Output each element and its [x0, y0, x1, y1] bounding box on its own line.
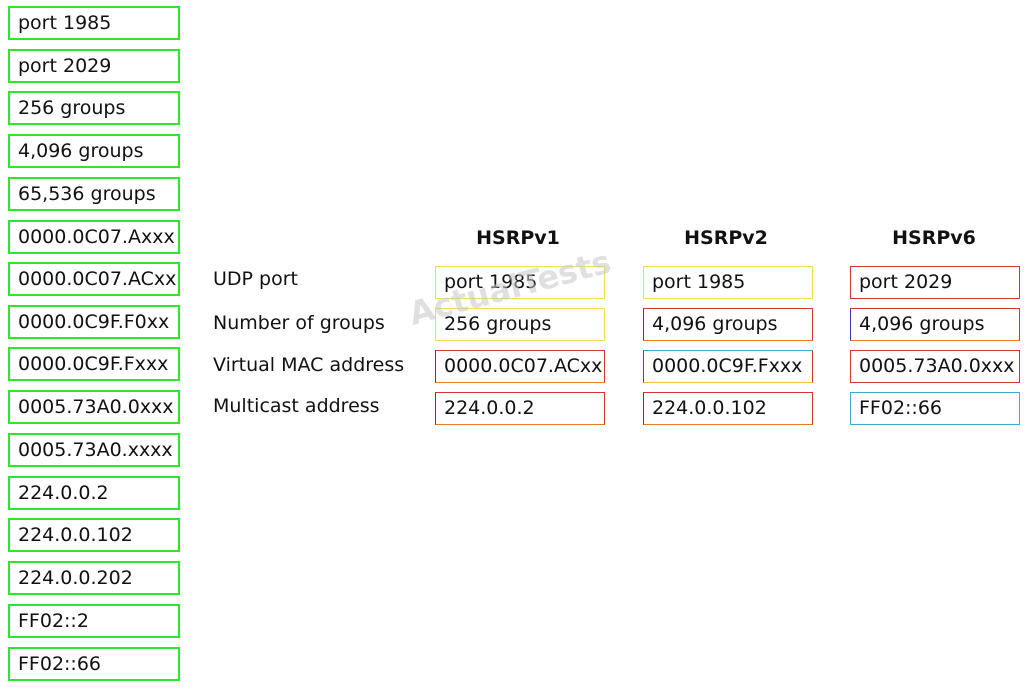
drop-target-v6-groups[interactable]: 4,096 groups: [850, 308, 1020, 341]
option-mac-0c07-acxx[interactable]: 0000.0C07.ACxx: [8, 262, 180, 296]
drop-target-v6-multicast[interactable]: FF02::66: [850, 392, 1020, 425]
row-label-number-groups: Number of groups: [213, 312, 385, 334]
row-label-multicast: Multicast address: [213, 395, 380, 417]
option-mac-0c9f-f0xx[interactable]: 0000.0C9F.F0xx: [8, 305, 180, 339]
column-header-hsrpv1: HSRPv1: [476, 227, 560, 249]
column-header-hsrpv6: HSRPv6: [892, 227, 976, 249]
option-224-0-0-102[interactable]: 224.0.0.102: [8, 518, 180, 552]
drop-target-v1-groups[interactable]: 256 groups: [435, 308, 605, 341]
drop-target-v1-multicast[interactable]: 224.0.0.2: [435, 392, 605, 425]
option-mac-0c9f-fxxx[interactable]: 0000.0C9F.Fxxx: [8, 347, 180, 381]
option-256-groups[interactable]: 256 groups: [8, 91, 180, 125]
drop-target-v2-groups[interactable]: 4,096 groups: [643, 308, 813, 341]
option-port-2029[interactable]: port 2029: [8, 49, 180, 83]
answer-options-list: port 1985 port 2029 256 groups 4,096 gro…: [8, 6, 180, 682]
option-4096-groups[interactable]: 4,096 groups: [8, 134, 180, 168]
option-224-0-0-202[interactable]: 224.0.0.202: [8, 561, 180, 595]
drop-target-v2-udp-port[interactable]: port 1985: [643, 266, 813, 299]
column-header-hsrpv2: HSRPv2: [684, 227, 768, 249]
option-ff02-66[interactable]: FF02::66: [8, 647, 180, 681]
row-label-virtual-mac: Virtual MAC address: [213, 354, 405, 376]
option-mac-73a0-xxxx[interactable]: 0005.73A0.xxxx: [8, 433, 180, 467]
option-mac-73a0-0xxx[interactable]: 0005.73A0.0xxx: [8, 390, 180, 424]
drop-target-v1-udp-port[interactable]: port 1985: [435, 266, 605, 299]
drop-target-v6-mac[interactable]: 0005.73A0.0xxx: [850, 350, 1020, 383]
option-ff02-2[interactable]: FF02::2: [8, 604, 180, 638]
option-port-1985[interactable]: port 1985: [8, 6, 180, 40]
option-65536-groups[interactable]: 65,536 groups: [8, 177, 180, 211]
option-224-0-0-2[interactable]: 224.0.0.2: [8, 476, 180, 510]
row-label-udp-port: UDP port: [213, 268, 298, 290]
drop-target-v2-mac[interactable]: 0000.0C9F.Fxxx: [643, 350, 813, 383]
drop-target-v2-multicast[interactable]: 224.0.0.102: [643, 392, 813, 425]
drop-target-v6-udp-port[interactable]: port 2029: [850, 266, 1020, 299]
drop-target-v1-mac[interactable]: 0000.0C07.ACxx: [435, 350, 605, 383]
option-mac-0c07-axxx[interactable]: 0000.0C07.Axxx: [8, 220, 180, 254]
